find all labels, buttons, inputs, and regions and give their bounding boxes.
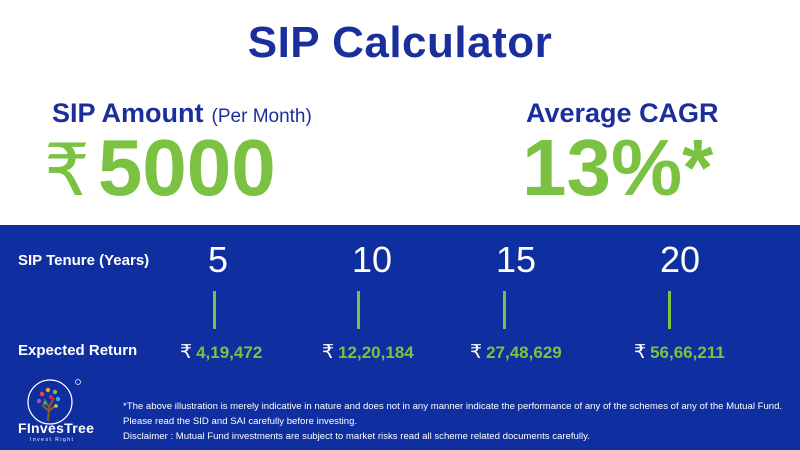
- tenure-years: 15: [496, 239, 537, 280]
- expected-return: ₹56,66,211: [634, 341, 725, 364]
- expected-return-value: 4,19,472: [196, 343, 263, 362]
- tenure-tick: [357, 291, 360, 329]
- sip-amount-label: SIP Amount (Per Month): [52, 98, 312, 129]
- sip-amount-value: ₹5000: [44, 128, 276, 208]
- disclaimer-line: *The above illustration is merely indica…: [123, 401, 783, 427]
- sip-amount-label-text: SIP Amount: [52, 98, 204, 128]
- tenure-years: 20: [660, 239, 701, 280]
- rupee-icon: ₹: [44, 131, 90, 211]
- expected-return: ₹4,19,472: [180, 341, 262, 364]
- disclaimer-line: Disclaimer : Mutual Fund investments are…: [123, 431, 590, 442]
- tenure-years: 5: [208, 239, 229, 280]
- tenure-tick: [503, 291, 506, 329]
- expected-return-value: 56,66,211: [650, 343, 725, 362]
- tenure-label: SIP Tenure (Years): [18, 252, 150, 269]
- page-title: SIP Calculator: [247, 18, 553, 67]
- rupee-icon: ₹: [634, 342, 647, 363]
- tenure-tick: [668, 291, 671, 329]
- tenure-column: 10 ₹12,20,184: [322, 225, 472, 375]
- tenure-column: 5 ₹4,19,472: [180, 225, 330, 375]
- cagr-label: Average CAGR: [526, 98, 719, 128]
- rupee-icon: ₹: [322, 342, 335, 363]
- rupee-icon: ₹: [470, 342, 483, 363]
- cagr-value: 13%*: [522, 123, 714, 212]
- tenure-column: 20 ₹56,66,211: [634, 225, 784, 375]
- results-panel: SIP Tenure (Years) Expected Return 5 ₹4,…: [0, 225, 800, 450]
- tenure-years: 10: [352, 239, 393, 280]
- return-label: Expected Return: [18, 342, 138, 359]
- sip-amount-number: 5000: [97, 123, 276, 212]
- expected-return: ₹12,20,184: [322, 341, 414, 364]
- expected-return-value: 27,48,629: [486, 343, 562, 362]
- expected-return: ₹27,48,629: [470, 341, 562, 364]
- expected-return-value: 12,20,184: [338, 343, 414, 362]
- brand-name: FInvesTree: [18, 420, 95, 436]
- tenure-column: 15 ₹27,48,629: [470, 225, 620, 375]
- rupee-icon: ₹: [180, 342, 193, 363]
- tree-logo-icon: [27, 379, 81, 425]
- sip-amount-sublabel: (Per Month): [211, 106, 312, 127]
- tenure-tick: [213, 291, 216, 329]
- disclaimer: *The above illustration is merely indica…: [123, 399, 787, 444]
- brand-tagline: Invest Right: [30, 437, 75, 443]
